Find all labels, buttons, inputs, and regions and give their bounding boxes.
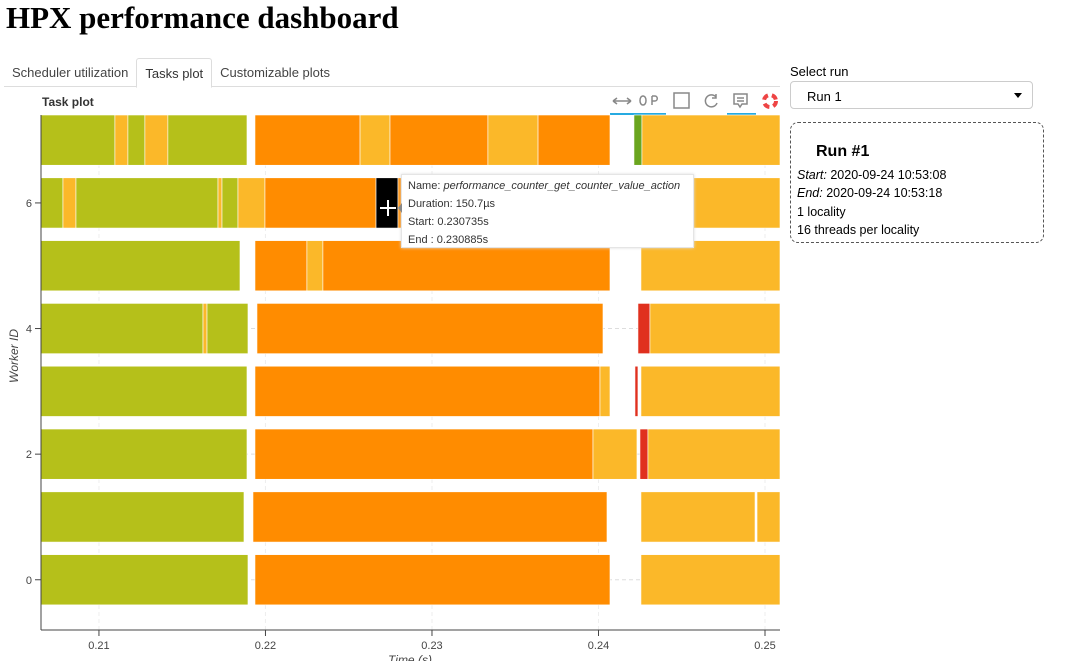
x-axis-label: Time (s)	[388, 653, 432, 661]
task-bar	[306, 240, 324, 292]
task-bar	[202, 303, 208, 354]
y-tick-label: 4	[26, 324, 32, 336]
task-bar	[40, 428, 248, 480]
task-bar	[40, 491, 245, 543]
select-value: Run 1	[807, 89, 842, 104]
task-bar	[322, 240, 611, 292]
tooltip-value: performance_counter_get_counter_value_ac…	[443, 180, 681, 192]
task-bar	[637, 303, 651, 354]
task-bar	[640, 240, 781, 292]
task-bar	[40, 365, 248, 417]
task-bar	[487, 114, 539, 166]
value: 2020-09-24 10:53:18	[826, 186, 943, 200]
bokeh-logo[interactable]	[762, 93, 778, 109]
reset-tool[interactable]	[704, 94, 718, 108]
tooltip-name: Name: performance_counter_get_counter_va…	[408, 177, 687, 195]
task-bar	[359, 114, 391, 166]
task-bar	[389, 114, 489, 166]
y-axis-label: Worker ID	[7, 329, 21, 383]
task-bar	[640, 554, 781, 606]
tab[interactable]: Customizable plots	[220, 65, 330, 80]
page-title: HPX performance dashboard	[6, 0, 399, 35]
plot-area: 0 2 4 6 0.21 0.22 0.23 0.24 0.25	[26, 114, 781, 652]
x-tick-label: 0.21	[88, 640, 109, 652]
task-bar	[264, 177, 377, 229]
task-bar	[592, 428, 638, 480]
task-bar	[640, 365, 781, 417]
x-tick-label: 0.22	[255, 640, 276, 652]
task-bar	[206, 303, 249, 354]
tab[interactable]: Tasks plot	[136, 58, 213, 88]
label: End:	[797, 186, 823, 200]
task-bar	[127, 114, 146, 166]
task-bar	[756, 491, 781, 543]
task-bar	[254, 428, 594, 480]
task-bar	[647, 428, 781, 480]
y-tick-label: 6	[26, 198, 32, 210]
tooltip-duration: Duration: 150.7µs	[408, 198, 496, 210]
run-title: Run #1	[816, 143, 870, 160]
value: 2020-09-24 10:53:08	[830, 167, 947, 182]
task-bar	[254, 240, 308, 292]
task-bar	[40, 554, 249, 606]
task-bar	[649, 303, 781, 354]
hover-tool[interactable]	[733, 93, 748, 109]
tab[interactable]: Scheduler utilization	[12, 65, 129, 80]
task-bar	[537, 114, 611, 166]
x-tick-label: 0.24	[588, 640, 609, 652]
task-bar	[221, 177, 239, 229]
task-bar	[254, 365, 601, 417]
task-bar	[217, 177, 223, 229]
run-select[interactable]: Run 1	[790, 81, 1033, 109]
task-bar	[62, 177, 77, 229]
task-bar	[256, 303, 604, 354]
task-chart: Task plot 0 2 4 6 0.21 0.22 0.23 0.24 0.25 Time …	[7, 92, 781, 661]
tooltip: Name: performance_counter_get_counter_va…	[398, 174, 694, 248]
tooltip-label: Name:	[408, 180, 441, 192]
task-bar	[144, 114, 169, 166]
task-bar	[40, 240, 241, 292]
x-tick-label: 0.23	[421, 640, 442, 652]
run-info: Run #1 Start: 2020-09-24 10:53:08 End: 2…	[790, 122, 1044, 243]
select-label: Select run	[790, 64, 849, 79]
pan-tool[interactable]	[612, 97, 632, 105]
task-bar	[640, 491, 756, 543]
task-bar	[40, 114, 116, 166]
task-bar	[633, 114, 643, 166]
run-start: Start: 2020-09-24 10:53:08	[797, 166, 1043, 185]
task-bar	[40, 177, 64, 229]
x-tick-label: 0.25	[754, 640, 775, 652]
task-bar	[641, 114, 781, 166]
task-bar	[167, 114, 248, 166]
y-tick-label: 2	[26, 449, 32, 461]
task-bar	[40, 303, 204, 354]
chart-title: Task plot	[42, 95, 94, 109]
task-bar	[254, 114, 361, 166]
task-bar	[599, 365, 611, 417]
save-tool[interactable]	[673, 92, 690, 109]
task-bar	[114, 114, 129, 166]
threads: 16 threads per locality	[797, 223, 920, 237]
tooltip-end: End : 0.230885s	[408, 234, 489, 246]
task-bar	[75, 177, 219, 229]
tooltip-start: Start: 0.230735s	[408, 216, 489, 228]
zoom-tool[interactable]	[639, 95, 658, 106]
run-end: End: 2020-09-24 10:53:18	[797, 184, 1043, 203]
tab-bar: Scheduler utilization Tasks plot Customiza…	[4, 58, 780, 88]
cursor	[380, 200, 396, 216]
localities: 1 locality	[797, 204, 846, 219]
task-bar	[634, 365, 639, 417]
label: Start:	[797, 167, 827, 182]
task-bar	[254, 554, 611, 606]
task-bar	[639, 428, 649, 480]
toolbar[interactable]	[610, 92, 778, 115]
y-tick-label: 0	[26, 575, 32, 587]
task-bar	[237, 177, 266, 229]
task-bar	[252, 491, 608, 543]
